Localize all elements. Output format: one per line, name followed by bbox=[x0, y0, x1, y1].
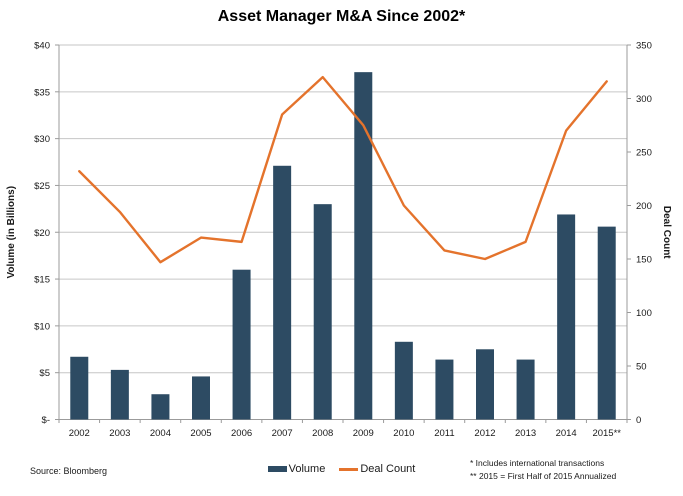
x-axis-label: 2012 bbox=[474, 428, 495, 439]
footnote-1: * Includes international transactions bbox=[470, 458, 605, 468]
right-tick-label: 250 bbox=[636, 148, 652, 159]
x-axis-label: 2013 bbox=[515, 428, 536, 439]
x-axis-label: 2015** bbox=[592, 428, 621, 439]
left-tick-label: $25 bbox=[34, 181, 50, 192]
legend-item-deal-count: Deal Count bbox=[339, 463, 415, 475]
x-axis-label: 2006 bbox=[231, 428, 252, 439]
x-axis-label: 2002 bbox=[69, 428, 90, 439]
volume-bar-2009 bbox=[354, 72, 373, 420]
volume-bar-2006 bbox=[232, 269, 251, 420]
legend-deal-count-label: Deal Count bbox=[360, 463, 416, 475]
volume-bar-2014 bbox=[557, 214, 576, 420]
left-axis-title: Volume (in Billions) bbox=[6, 186, 17, 279]
volume-bar-2012 bbox=[476, 349, 494, 420]
left-tick-label: $- bbox=[42, 415, 50, 426]
left-tick-label: $30 bbox=[34, 134, 50, 145]
left-tick-label: $20 bbox=[34, 228, 50, 239]
volume-bar-2004 bbox=[151, 394, 170, 420]
x-axis-label: 2008 bbox=[312, 428, 333, 439]
deal-count-line-swatch-icon bbox=[339, 467, 359, 471]
volume-bar-2013 bbox=[516, 359, 535, 420]
x-axis-label: 2005 bbox=[190, 428, 211, 439]
left-tick-label: $40 bbox=[34, 41, 50, 52]
footnote-2: ** 2015 = First Half of 2015 Annualized bbox=[470, 471, 617, 482]
left-tick-label: $10 bbox=[34, 321, 50, 332]
right-tick-label: 350 bbox=[636, 41, 652, 52]
footnotes: * Includes international transactions **… bbox=[470, 457, 616, 483]
left-tick-label: $5 bbox=[39, 368, 50, 379]
volume-bar-2010 bbox=[394, 341, 413, 420]
legend-volume-label: Volume bbox=[288, 463, 326, 475]
x-axis-label: 2009 bbox=[353, 428, 374, 439]
x-axis-label: 2003 bbox=[109, 428, 130, 439]
right-tick-label: 300 bbox=[636, 94, 652, 105]
x-axis-label: 2004 bbox=[150, 428, 171, 439]
volume-bar-2015** bbox=[597, 226, 616, 420]
volume-bar-2002 bbox=[70, 356, 89, 420]
x-axis-label: 2011 bbox=[434, 428, 454, 439]
volume-bar-2007 bbox=[273, 165, 292, 420]
deal-count-line bbox=[78, 75, 608, 264]
left-tick-label: $15 bbox=[34, 275, 50, 286]
right-tick-label: 150 bbox=[636, 255, 652, 266]
x-axis-label: 2010 bbox=[393, 428, 414, 439]
volume-bar-2003 bbox=[110, 369, 129, 420]
volume-bar-2011 bbox=[435, 359, 454, 420]
left-tick-label: $35 bbox=[34, 87, 50, 98]
right-axis-title: Deal Count bbox=[661, 206, 672, 259]
combo-chart-svg: $- $5 $10 $15 $20 $25 $30 $35 $40 0 50 100 150 200 250… bbox=[6, 41, 672, 440]
chart-title: Asset Manager M&A Since 2002* bbox=[217, 8, 466, 25]
right-tick-label: 200 bbox=[636, 201, 652, 212]
right-tick-label: 0 bbox=[636, 415, 641, 426]
volume-bar-2005 bbox=[192, 376, 210, 420]
x-axis-label: 2007 bbox=[272, 428, 293, 439]
source-text: Source: Bloomberg bbox=[30, 466, 108, 476]
volume-bar-swatch-icon bbox=[267, 466, 287, 472]
volume-bar-2008 bbox=[313, 204, 332, 420]
legend-item-volume: Volume bbox=[267, 463, 326, 475]
right-tick-label: 100 bbox=[636, 308, 652, 319]
legend: Volume Deal Count bbox=[0, 463, 683, 475]
x-axis-label: 2014 bbox=[556, 428, 577, 439]
right-tick-label: 50 bbox=[636, 362, 647, 373]
